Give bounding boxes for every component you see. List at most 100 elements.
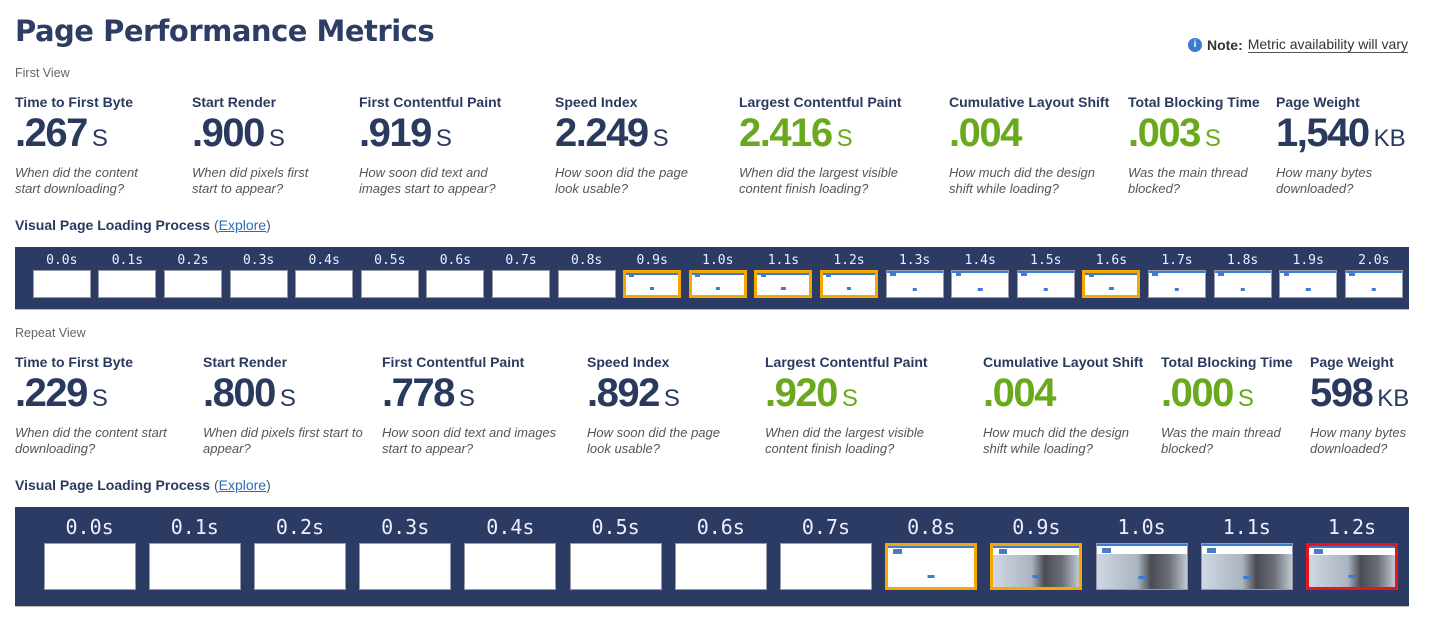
metric-label: Cumulative Layout Shift bbox=[983, 354, 1144, 370]
metric-description: When did the largest visible content fin… bbox=[739, 165, 898, 196]
filmstrip-frame[interactable]: 0.8s bbox=[879, 515, 984, 590]
frame-time: 0.3s bbox=[381, 515, 430, 539]
frame-thumbnail bbox=[253, 543, 346, 590]
filmstrip-frame[interactable]: 0.7s bbox=[488, 253, 554, 298]
filmstrip-frame[interactable]: 1.5s bbox=[1013, 253, 1079, 298]
metric-value: 2.249 S bbox=[555, 111, 705, 161]
first-view-visual-heading: Visual Page Loading Process (Explore) bbox=[15, 217, 271, 233]
filmstrip-frame[interactable]: 0.8s bbox=[554, 253, 620, 298]
frame-time: 0.4s bbox=[486, 515, 535, 539]
filmstrip-frame[interactable]: 1.0s bbox=[1089, 515, 1194, 590]
filmstrip-frame[interactable]: 0.2s bbox=[160, 253, 226, 298]
value-unit: S bbox=[652, 125, 669, 152]
metric-label: Speed Index bbox=[555, 94, 638, 110]
frame-thumbnail bbox=[1213, 270, 1272, 298]
metric-label: Cumulative Layout Shift bbox=[949, 94, 1110, 110]
filmstrip-frame[interactable]: 0.4s bbox=[291, 253, 357, 298]
filmstrip-frame[interactable]: 0.5s bbox=[563, 515, 668, 590]
filmstrip-frame[interactable]: 0.9s bbox=[984, 515, 1089, 590]
filmstrip-frame[interactable]: 1.2s bbox=[1299, 515, 1404, 590]
frame-thumbnail bbox=[1082, 270, 1141, 298]
metric-largest-contentful-paint: Largest Contentful Paint .920 S When did … bbox=[765, 354, 945, 457]
filmstrip-frame[interactable]: 0.6s bbox=[423, 253, 489, 298]
frame-thumbnail bbox=[148, 543, 241, 590]
frame-thumbnail bbox=[1147, 270, 1206, 298]
frame-thumbnail bbox=[990, 543, 1083, 590]
filmstrip-frame[interactable]: 2.0s bbox=[1341, 253, 1407, 298]
value-number: .778 bbox=[382, 371, 455, 415]
filmstrip-frame[interactable]: 0.1s bbox=[142, 515, 247, 590]
filmstrip-frame[interactable]: 1.7s bbox=[1144, 253, 1210, 298]
frame-thumbnail bbox=[163, 270, 222, 298]
frame-time: 1.5s bbox=[1030, 253, 1062, 268]
frame-time: 0.6s bbox=[439, 253, 472, 268]
value-number: .229 bbox=[15, 371, 88, 415]
filmstrip-frame[interactable]: 1.1s bbox=[751, 253, 817, 298]
repeat-view-filmstrip[interactable]: 0.0s 0.1s 0.2s 0.3s 0.4s 0.5s 0.6s 0.7s … bbox=[15, 507, 1409, 607]
metric-description: How much did the design shift while load… bbox=[983, 425, 1129, 456]
value-unit: KB bbox=[1377, 385, 1410, 412]
filmstrip-frame[interactable]: 0.0s bbox=[29, 253, 95, 298]
page-title: Page Performance Metrics bbox=[15, 14, 435, 48]
frame-time: 0.0s bbox=[46, 253, 78, 268]
filmstrip-frame[interactable]: 1.3s bbox=[882, 253, 948, 298]
frame-thumbnail bbox=[491, 270, 550, 298]
filmstrip-frame[interactable]: 0.1s bbox=[95, 253, 161, 298]
frame-thumbnail bbox=[464, 543, 557, 590]
frame-thumbnail bbox=[623, 270, 682, 298]
metric-speed-index: Speed Index .892 S How soon did the page … bbox=[587, 354, 732, 457]
info-icon: i bbox=[1187, 37, 1202, 52]
filmstrip-frame[interactable]: 1.1s bbox=[1194, 515, 1299, 590]
metric-value: .004 bbox=[983, 371, 1143, 421]
filmstrip-frame[interactable]: 1.2s bbox=[816, 253, 882, 298]
paren: ) bbox=[266, 477, 271, 493]
frame-thumbnail bbox=[557, 270, 616, 298]
frame-time: 0.7s bbox=[801, 515, 851, 539]
metric-label: Total Blocking Time bbox=[1161, 354, 1293, 370]
filmstrip-frame[interactable]: 0.4s bbox=[458, 515, 563, 590]
visual-label: Visual Page Loading Process bbox=[15, 477, 211, 493]
filmstrip-frame[interactable]: 0.0s bbox=[37, 515, 142, 590]
explore-link[interactable]: Explore bbox=[218, 217, 267, 233]
note-text: Metric availability will vary bbox=[1247, 36, 1408, 53]
value-unit: S bbox=[279, 385, 296, 412]
first-view-filmstrip[interactable]: 0.0s 0.1s 0.2s 0.3s 0.4s 0.5s 0.6s 0.7s … bbox=[15, 247, 1409, 310]
metric-value: .919 S bbox=[359, 111, 509, 161]
filmstrip-frame[interactable]: 0.3s bbox=[353, 515, 458, 590]
filmstrip-frame[interactable]: 0.5s bbox=[357, 253, 423, 298]
metric-label: First Contentful Paint bbox=[382, 354, 525, 370]
explore-link[interactable]: Explore bbox=[218, 477, 267, 493]
value-number: 598 bbox=[1310, 371, 1374, 415]
metric-description: Was the main thread blocked? bbox=[1128, 165, 1248, 196]
value-number: 1,540 bbox=[1276, 111, 1370, 155]
metric-label: Time to First Byte bbox=[15, 354, 133, 370]
filmstrip-frame[interactable]: 0.9s bbox=[619, 253, 685, 298]
filmstrip-frame[interactable]: 1.4s bbox=[947, 253, 1013, 298]
filmstrip-frame[interactable]: 1.9s bbox=[1275, 253, 1341, 298]
frame-thumbnail bbox=[885, 543, 978, 590]
metric-label: Start Render bbox=[192, 94, 277, 110]
value-unit: S bbox=[663, 385, 680, 412]
filmstrip-frame[interactable]: 0.7s bbox=[773, 515, 878, 590]
filmstrip-frame[interactable]: 0.3s bbox=[226, 253, 292, 298]
frame-thumbnail bbox=[1016, 270, 1075, 298]
frame-thumbnail bbox=[1200, 543, 1293, 590]
metric-time-to-first-byte: Time to First Byte .229 S When did the co… bbox=[15, 354, 185, 457]
value-number: .003 bbox=[1128, 111, 1201, 155]
metric-description: When did pixels first start to appear? bbox=[192, 165, 309, 196]
metric-description: How soon did text and images start to ap… bbox=[359, 165, 496, 196]
frame-thumbnail bbox=[819, 270, 878, 298]
metric-page-weight: Page Weight 1,540 KB How many bytes downl… bbox=[1276, 94, 1411, 197]
metric-label: Speed Index bbox=[587, 354, 670, 370]
filmstrip-frame[interactable]: 1.6s bbox=[1079, 253, 1145, 298]
metric-label: Largest Contentful Paint bbox=[765, 354, 928, 370]
filmstrip-frame[interactable]: 0.2s bbox=[247, 515, 352, 590]
frame-thumbnail bbox=[360, 270, 419, 298]
value-unit: S bbox=[91, 385, 108, 412]
filmstrip-frame[interactable]: 0.6s bbox=[668, 515, 773, 590]
frame-thumbnail bbox=[569, 543, 662, 590]
filmstrip-frame[interactable]: 1.8s bbox=[1210, 253, 1276, 298]
frame-time: 1.1s bbox=[767, 253, 800, 268]
filmstrip-frame[interactable]: 1.0s bbox=[685, 253, 751, 298]
value-number: .000 bbox=[1161, 371, 1234, 415]
